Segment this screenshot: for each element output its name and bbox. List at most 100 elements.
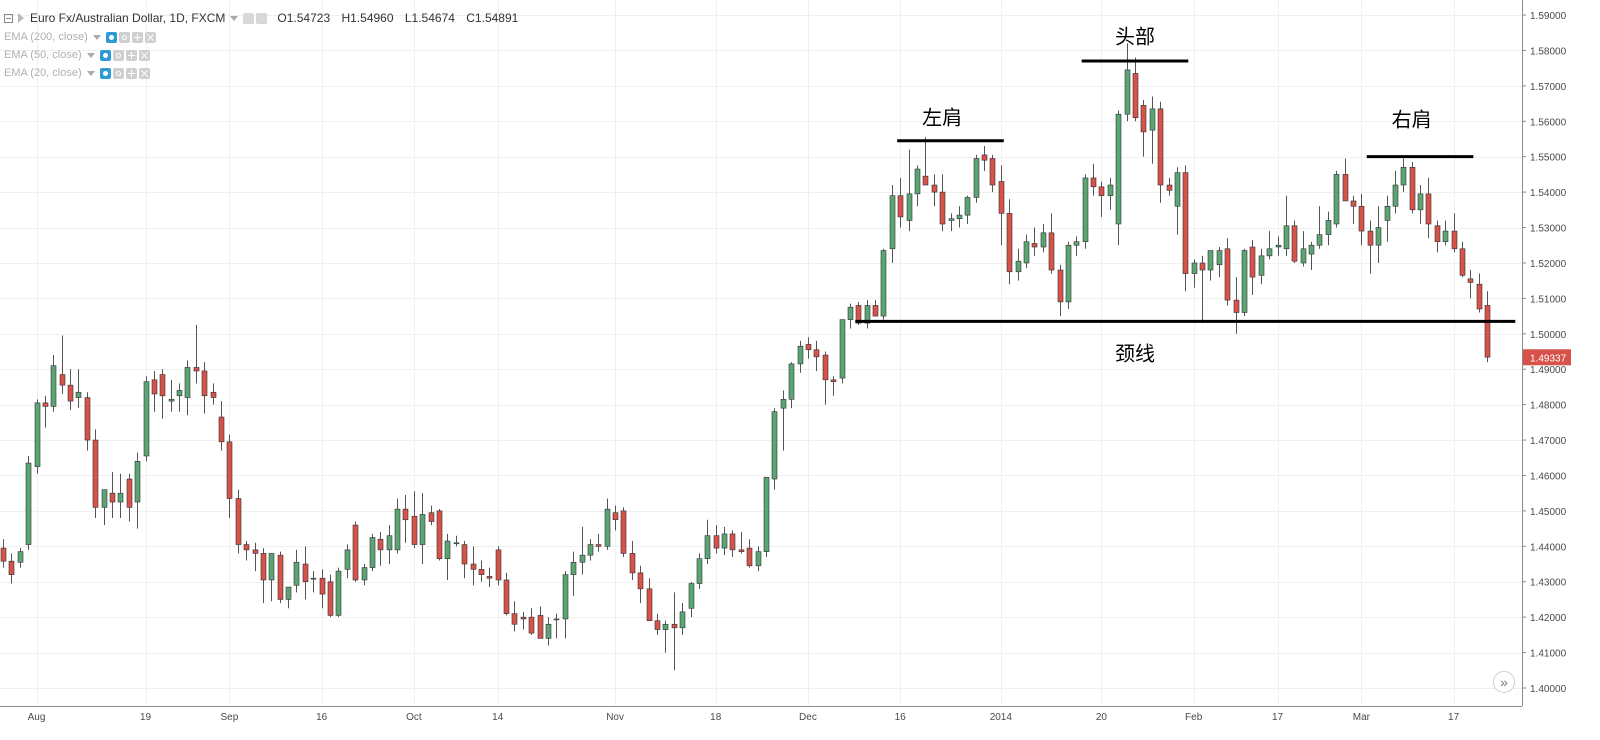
candle-up[interactable]: [1207, 250, 1214, 271]
candle-down[interactable]: [402, 508, 409, 521]
candle-up[interactable]: [1107, 184, 1114, 196]
candle-up[interactable]: [1216, 250, 1223, 266]
candle-up[interactable]: [444, 540, 451, 560]
candle-up[interactable]: [1073, 241, 1080, 246]
candle-down[interactable]: [1434, 225, 1441, 242]
candle-up[interactable]: [1417, 193, 1424, 211]
candle-up[interactable]: [721, 533, 728, 549]
candle-up[interactable]: [310, 577, 317, 580]
candle-up[interactable]: [134, 461, 141, 503]
candle-down[interactable]: [729, 533, 736, 551]
candle-down[interactable]: [595, 544, 602, 547]
candle-up[interactable]: [1300, 248, 1307, 264]
candle-up[interactable]: [914, 168, 921, 195]
candle-up[interactable]: [1065, 244, 1072, 303]
candle-down[interactable]: [1057, 269, 1064, 303]
candle-down[interactable]: [872, 305, 879, 317]
candle-up[interactable]: [394, 508, 401, 551]
candle-down[interactable]: [1459, 248, 1466, 276]
candle-up[interactable]: [361, 567, 368, 581]
candle-down[interactable]: [319, 577, 326, 595]
candle-up[interactable]: [285, 586, 292, 600]
candle-up[interactable]: [889, 195, 896, 250]
candle-up[interactable]: [1283, 225, 1290, 250]
candle-down[interactable]: [646, 588, 653, 621]
collapse-legend-icon[interactable]: [4, 13, 13, 23]
eye-icon[interactable]: [99, 49, 111, 61]
candle-down[interactable]: [1157, 108, 1164, 186]
candle-down[interactable]: [1199, 262, 1206, 271]
candle-down[interactable]: [226, 441, 233, 499]
candle-down[interactable]: [939, 191, 946, 225]
candle-down[interactable]: [612, 512, 619, 521]
candle-down[interactable]: [277, 554, 284, 600]
candle-up[interactable]: [143, 381, 150, 457]
candle-down[interactable]: [1409, 167, 1416, 211]
candle-up[interactable]: [906, 193, 913, 221]
candle-up[interactable]: [1191, 262, 1198, 274]
candle-down[interactable]: [822, 354, 829, 381]
eye-icon[interactable]: [243, 12, 255, 24]
candle-down[interactable]: [1166, 184, 1173, 191]
chevron-down-icon[interactable]: [230, 15, 239, 21]
candle-down[interactable]: [654, 620, 661, 630]
candle-down[interactable]: [528, 616, 535, 634]
candle-down[interactable]: [8, 560, 15, 575]
indicator-label[interactable]: EMA (200, close): [4, 31, 88, 43]
candle-down[interactable]: [461, 544, 468, 565]
candle-down[interactable]: [218, 416, 225, 443]
candle-up[interactable]: [780, 399, 787, 409]
gear-icon[interactable]: [112, 49, 124, 61]
candle-down[interactable]: [1140, 105, 1147, 133]
candle-down[interactable]: [620, 510, 627, 554]
candle-down[interactable]: [92, 439, 99, 508]
candle-down[interactable]: [486, 576, 493, 579]
candle-down[interactable]: [1006, 213, 1013, 273]
candle-down[interactable]: [42, 402, 49, 407]
candle-up[interactable]: [1275, 244, 1282, 248]
candle-down[interactable]: [922, 175, 929, 186]
candle-up[interactable]: [25, 462, 32, 545]
candle-up[interactable]: [956, 214, 963, 219]
candle-down[interactable]: [1367, 230, 1374, 246]
close-icon[interactable]: [138, 67, 150, 79]
candle-up[interactable]: [570, 561, 577, 575]
candle-down[interactable]: [629, 553, 636, 574]
candle-up[interactable]: [1325, 220, 1332, 235]
gear-icon[interactable]: [118, 31, 130, 43]
candle-down[interactable]: [428, 512, 435, 522]
candle-down[interactable]: [201, 370, 208, 397]
candle-up[interactable]: [562, 574, 569, 620]
candle-up[interactable]: [545, 623, 552, 639]
candle-down[interactable]: [1425, 193, 1432, 225]
candle-down[interactable]: [377, 538, 384, 551]
candle-down[interactable]: [411, 515, 418, 545]
eye-icon[interactable]: [99, 67, 111, 79]
candle-down[interactable]: [1233, 299, 1240, 313]
candle-down[interactable]: [738, 549, 745, 552]
candle-up[interactable]: [948, 218, 955, 221]
scroll-to-realtime-button[interactable]: »: [1493, 671, 1515, 693]
candle-down[interactable]: [637, 572, 644, 590]
candle-up[interactable]: [579, 554, 586, 563]
candle-down[interactable]: [1132, 73, 1139, 119]
candle-up[interactable]: [34, 402, 41, 467]
candle-down[interactable]: [1090, 177, 1097, 188]
candle-down[interactable]: [830, 379, 837, 382]
chevron-down-icon[interactable]: [86, 70, 95, 76]
candle-up[interactable]: [839, 319, 846, 379]
candle-down[interactable]: [1358, 205, 1365, 232]
candle-up[interactable]: [176, 390, 183, 397]
candle-up[interactable]: [344, 549, 351, 570]
candle-down[interactable]: [1098, 186, 1105, 196]
candle-down[interactable]: [126, 478, 133, 508]
candle-down[interactable]: [1182, 172, 1189, 274]
indicator-label[interactable]: EMA (50, close): [4, 49, 82, 61]
candle-down[interactable]: [0, 547, 7, 562]
candle-up[interactable]: [1266, 248, 1273, 257]
candle-down[interactable]: [478, 569, 485, 575]
candle-up[interactable]: [184, 367, 191, 398]
candle-up[interactable]: [293, 561, 300, 586]
candle-up[interactable]: [1023, 241, 1030, 264]
candle-down[interactable]: [327, 581, 334, 616]
